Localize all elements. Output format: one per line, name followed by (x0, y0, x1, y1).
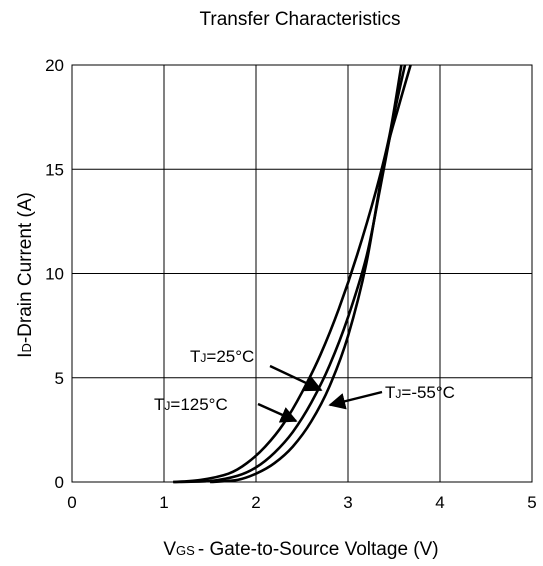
y-axis-label-main: I (15, 353, 36, 358)
grid-lines (72, 65, 532, 482)
y-tick-label: 15 (45, 160, 64, 179)
curve-annotations: TJ=25°C TJ=125°C TJ=-55°C (154, 347, 455, 423)
annotation-tj-125c-arrow (257, 402, 298, 423)
x-tick-labels: 0 1 2 3 4 5 (67, 493, 536, 512)
x-tick-label: 3 (343, 493, 352, 512)
annotation-tj-minus55c-arrow (328, 390, 383, 410)
y-axis-label-sub: D (19, 343, 34, 352)
plot-frame (71, 64, 533, 483)
x-tick-label: 4 (435, 493, 444, 512)
x-tick-label: 2 (251, 493, 260, 512)
x-axis-label-sub: GS (176, 543, 195, 558)
x-axis-label-main: V (163, 539, 176, 560)
annotation-tj-25c-arrow (269, 364, 323, 392)
chart-title: Transfer Characteristics (200, 9, 401, 30)
curve-tj-125c (173, 64, 403, 484)
x-axis-label-rest: - Gate-to-Source Voltage (V) (198, 539, 439, 560)
annotation-tj-125c-label: TJ=125°C (154, 395, 228, 414)
annotation-tj-25c-label: TJ=25°C (190, 347, 254, 366)
y-tick-label: 10 (45, 265, 64, 284)
curves (173, 64, 412, 484)
y-tick-label: 5 (55, 369, 64, 388)
x-tick-label: 0 (67, 493, 76, 512)
x-axis-label: VGS - Gate-to-Source Voltage (V) (163, 539, 438, 560)
curve-tj-minus55c (209, 64, 412, 484)
y-tick-label: 20 (45, 56, 64, 75)
annotation-tj-minus55c-label: TJ=-55°C (385, 383, 455, 402)
x-tick-label: 5 (527, 493, 536, 512)
y-tick-labels: 0 5 10 15 20 (45, 56, 64, 492)
y-axis-label-rest: -Drain Current (A) (15, 192, 36, 343)
y-tick-label: 0 (55, 473, 64, 492)
y-axis-label: ID-Drain Current (A) (15, 192, 36, 358)
x-tick-label: 1 (159, 493, 168, 512)
